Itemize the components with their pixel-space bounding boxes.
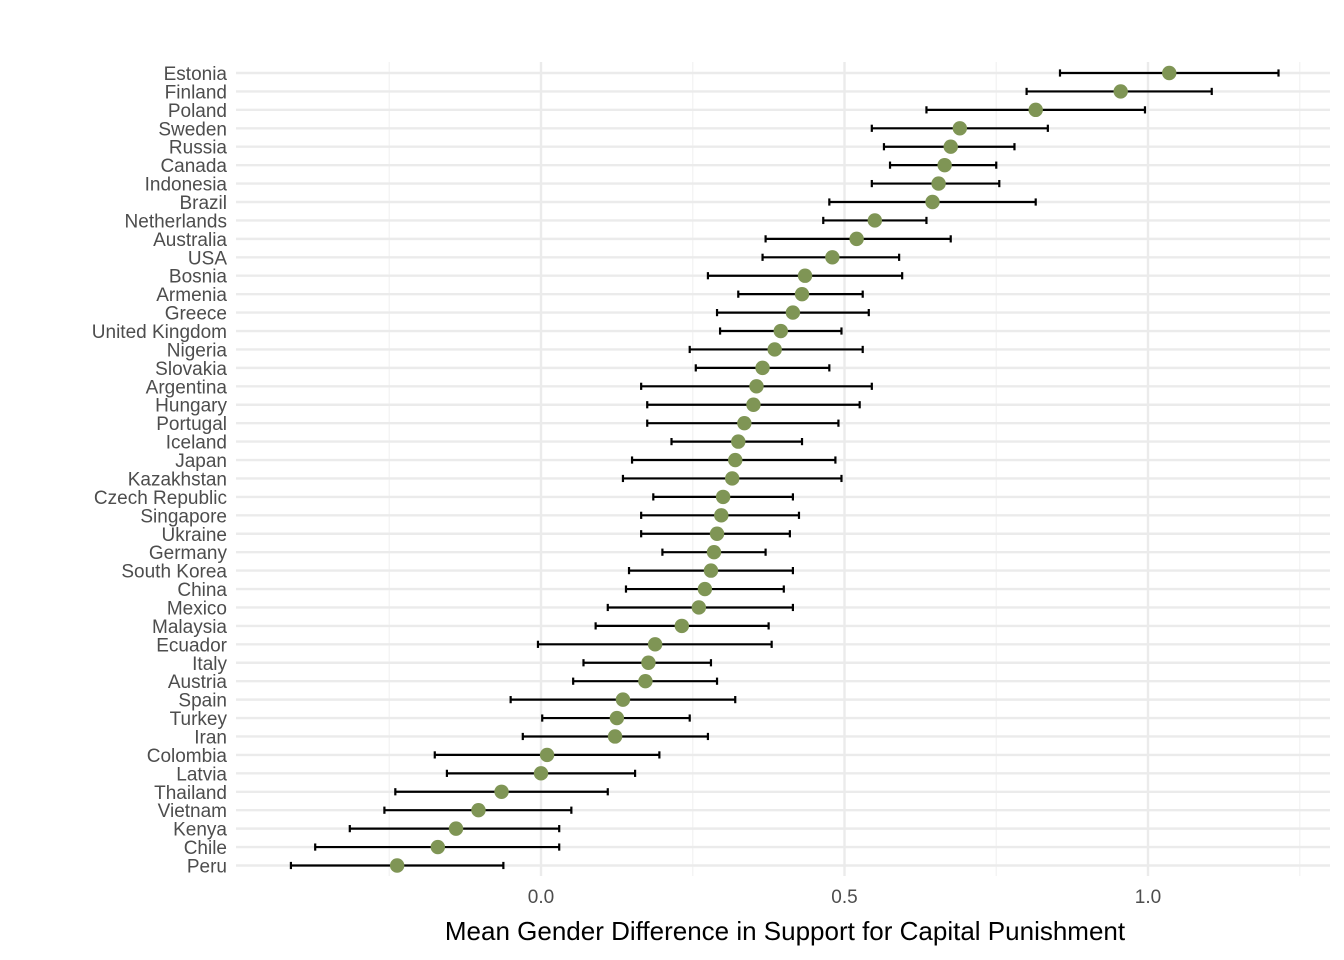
country-label: United Kingdom xyxy=(92,322,227,343)
data-point xyxy=(931,176,946,191)
country-label: Nigeria xyxy=(167,340,228,361)
data-point xyxy=(706,544,722,560)
data-point xyxy=(430,839,446,855)
data-point xyxy=(448,821,464,836)
data-point xyxy=(691,600,707,615)
country-label: Poland xyxy=(168,101,227,122)
data-point xyxy=(607,729,623,744)
data-point xyxy=(755,360,770,376)
x-tick-label: 0.0 xyxy=(528,887,554,908)
country-label: Spain xyxy=(178,691,227,712)
country-label: Thailand xyxy=(154,783,227,804)
country-label: Vietnam xyxy=(158,801,227,822)
data-point xyxy=(937,157,952,173)
country-label: Canada xyxy=(160,156,227,177)
data-points xyxy=(389,65,1177,873)
data-point xyxy=(609,710,625,726)
country-label: Brazil xyxy=(179,193,227,214)
data-point xyxy=(615,692,631,707)
data-point xyxy=(767,342,782,357)
country-label: Indonesia xyxy=(145,175,228,196)
country-label: Italy xyxy=(192,654,227,675)
data-point xyxy=(641,655,656,670)
data-point xyxy=(725,471,740,486)
country-label: Hungary xyxy=(155,396,227,417)
country-label: Ukraine xyxy=(162,525,227,546)
data-point xyxy=(714,508,729,523)
country-label: Finland xyxy=(165,82,227,103)
data-point xyxy=(709,526,725,541)
data-point xyxy=(746,397,761,412)
x-tick-labels: 0.0 0.5 1.0 xyxy=(528,887,1161,908)
country-label: Australia xyxy=(153,230,227,251)
country-label: Czech Republic xyxy=(94,488,227,509)
country-label: Greece xyxy=(165,304,227,325)
country-label: Netherlands xyxy=(125,211,227,232)
data-point xyxy=(674,618,690,634)
country-label: Turkey xyxy=(170,709,228,730)
country-label: Japan xyxy=(175,451,227,472)
data-point xyxy=(494,784,509,799)
data-point xyxy=(785,305,801,320)
data-point xyxy=(638,673,653,689)
country-label: Malaysia xyxy=(152,617,227,638)
country-label: Singapore xyxy=(140,506,227,527)
country-label: Kenya xyxy=(173,820,227,841)
country-label: Colombia xyxy=(147,746,228,767)
country-label: USA xyxy=(188,248,227,269)
data-point xyxy=(952,121,968,136)
data-point xyxy=(773,323,788,339)
country-labels: EstoniaFinlandPolandSwedenRussiaCanadaIn… xyxy=(92,64,228,877)
data-point xyxy=(703,563,719,578)
country-label: Sweden xyxy=(158,119,227,140)
data-point xyxy=(943,139,958,154)
country-label: Argentina xyxy=(146,377,228,398)
data-point xyxy=(849,231,864,247)
country-label: Russia xyxy=(169,138,228,159)
data-point xyxy=(471,803,486,818)
data-point xyxy=(715,489,731,505)
country-label: Bosnia xyxy=(169,267,228,288)
country-label: Mexico xyxy=(167,598,227,619)
country-label: Iceland xyxy=(166,433,227,454)
country-label: Latvia xyxy=(176,764,227,785)
data-point xyxy=(925,194,940,210)
x-tick-label: 1.0 xyxy=(1135,887,1161,908)
data-point xyxy=(728,452,743,468)
data-point xyxy=(1028,102,1043,118)
country-label: Estonia xyxy=(164,64,228,85)
country-label: Ecuador xyxy=(156,635,227,656)
data-point xyxy=(737,415,752,431)
country-label: Peru xyxy=(187,856,227,877)
data-point xyxy=(867,213,883,228)
country-label: Kazakhstan xyxy=(128,469,227,490)
country-label: Chile xyxy=(184,838,227,859)
country-label: South Korea xyxy=(121,562,227,583)
data-point xyxy=(533,766,549,781)
data-point xyxy=(825,250,840,265)
data-point xyxy=(731,434,746,449)
country-label: Austria xyxy=(168,672,228,693)
data-point xyxy=(647,637,663,652)
country-label: China xyxy=(177,580,227,601)
data-point xyxy=(389,858,405,873)
grid-lines xyxy=(236,62,1330,876)
x-tick-label: 0.5 xyxy=(831,887,857,908)
data-point xyxy=(1162,65,1177,81)
country-label: Portugal xyxy=(156,414,227,435)
data-point xyxy=(797,268,813,283)
country-label: Slovakia xyxy=(155,359,227,380)
country-label: Iran xyxy=(194,727,227,748)
data-point xyxy=(749,379,764,394)
data-point xyxy=(794,286,810,302)
data-point xyxy=(697,581,713,597)
data-point xyxy=(1113,84,1128,99)
country-label: Armenia xyxy=(156,285,227,306)
data-point xyxy=(539,747,555,763)
country-label: Germany xyxy=(149,543,228,564)
x-axis-title: Mean Gender Difference in Support for Ca… xyxy=(445,916,1126,946)
error-bars xyxy=(289,69,1280,870)
